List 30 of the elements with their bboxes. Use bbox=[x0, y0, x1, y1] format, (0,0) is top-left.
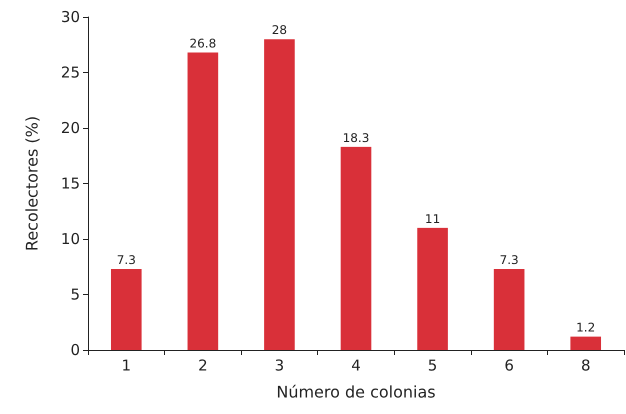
x-tick-label: 8 bbox=[580, 356, 590, 374]
y-tick-label: 10 bbox=[60, 230, 80, 248]
bar bbox=[264, 39, 295, 350]
data-label: 11 bbox=[424, 212, 440, 226]
y-tick-label: 15 bbox=[60, 174, 80, 192]
data-label: 7.3 bbox=[116, 252, 136, 267]
y-tick-label: 20 bbox=[60, 119, 80, 137]
y-tick-label: 30 bbox=[60, 8, 80, 26]
y-tick-label: 5 bbox=[70, 286, 80, 304]
data-label: 18.3 bbox=[342, 130, 370, 145]
bar bbox=[340, 146, 372, 350]
data-label: 1.2 bbox=[576, 320, 596, 335]
x-tick-label: 2 bbox=[198, 356, 208, 374]
x-axis-title: Número de colonias bbox=[276, 382, 436, 402]
bar bbox=[417, 228, 448, 350]
y-tick-label: 0 bbox=[70, 341, 80, 359]
y-tick-label: 25 bbox=[60, 64, 80, 82]
x-tick-label: 6 bbox=[504, 356, 514, 374]
data-label: 28 bbox=[272, 23, 288, 38]
x-tick-label: 4 bbox=[351, 356, 361, 374]
data-label: 26.8 bbox=[190, 36, 216, 51]
bar bbox=[188, 52, 218, 350]
bar bbox=[570, 336, 602, 350]
data-label: 7.3 bbox=[500, 252, 519, 267]
bar bbox=[494, 268, 524, 350]
bar bbox=[110, 268, 142, 350]
x-tick-label: 1 bbox=[122, 356, 132, 374]
y-axis-title: Recolectores (%) bbox=[22, 116, 42, 252]
x-tick-label: 5 bbox=[428, 356, 438, 374]
x-tick-label: 3 bbox=[274, 356, 284, 374]
